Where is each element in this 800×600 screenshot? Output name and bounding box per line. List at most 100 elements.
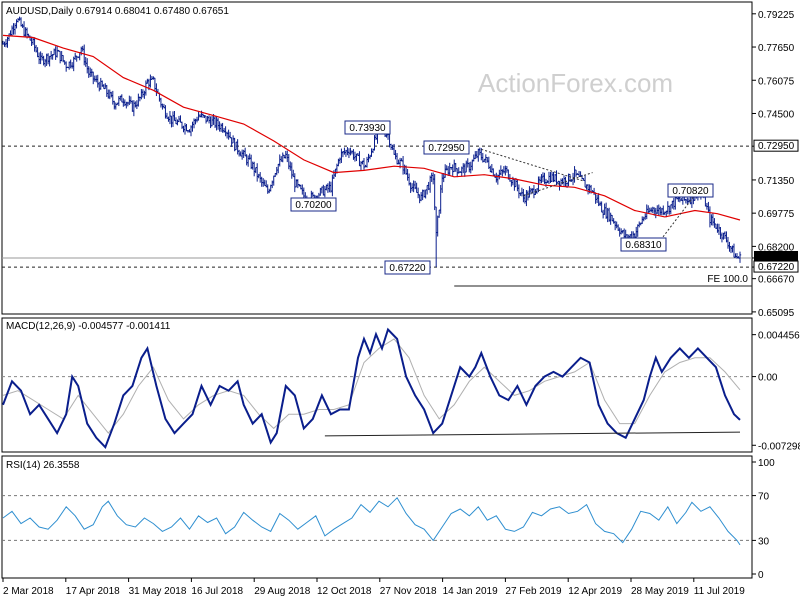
price-bar xyxy=(603,203,606,215)
macd-layer xyxy=(2,327,752,450)
price-bar xyxy=(105,84,108,97)
price-bar xyxy=(707,201,710,213)
macd-panel-frame xyxy=(1,317,753,453)
price-bar xyxy=(462,163,465,174)
price-bar xyxy=(204,115,208,124)
price-bar xyxy=(719,226,722,240)
price-bar xyxy=(12,23,15,35)
level-price-box xyxy=(753,139,799,152)
price-bar xyxy=(240,149,244,160)
price-bar xyxy=(517,184,521,199)
date-tick-label: 17 Apr 2018 xyxy=(66,586,120,597)
price-bar xyxy=(328,181,331,193)
macd-trendline xyxy=(324,431,741,437)
price-bar xyxy=(55,46,59,58)
price-bar xyxy=(343,147,346,155)
price-bar xyxy=(362,157,366,170)
price-tick-label: 0.74500 xyxy=(758,109,795,120)
annotation-label: 0.67220 xyxy=(389,263,426,274)
annotation-label: 0.72950 xyxy=(428,143,465,154)
price-bar xyxy=(406,168,409,181)
price-bar xyxy=(19,17,23,27)
rsi-tick-label: 100 xyxy=(758,458,775,469)
price-bar xyxy=(183,123,187,135)
price-tick-label: 0.79225 xyxy=(758,10,795,21)
price-bar xyxy=(137,93,140,107)
price-bar xyxy=(275,166,278,176)
price-bar xyxy=(540,174,543,184)
price-bar xyxy=(666,201,670,215)
price-bar xyxy=(418,194,421,204)
price-bar xyxy=(320,186,324,194)
price-bar xyxy=(604,202,608,219)
price-bar xyxy=(248,153,251,160)
price-bar xyxy=(99,77,102,90)
price-bar xyxy=(255,163,259,182)
price-bar xyxy=(674,196,677,210)
price-bar xyxy=(236,139,239,155)
channel-line xyxy=(655,190,699,247)
price-bar xyxy=(416,187,420,199)
date-tick-label: 14 Jan 2019 xyxy=(443,586,498,597)
price-bar xyxy=(716,223,719,233)
price-bar xyxy=(155,83,158,97)
price-bar xyxy=(469,161,472,174)
channel-line xyxy=(481,148,584,182)
price-bar xyxy=(520,187,524,197)
price-bar xyxy=(392,143,396,155)
price-bar xyxy=(108,89,111,100)
date-tick-label: 27 Nov 2018 xyxy=(380,586,437,597)
price-bar xyxy=(95,75,98,83)
price-bar xyxy=(134,101,137,108)
price-bar xyxy=(431,172,435,185)
axis-layer: 0.79225 0.77650 0.76075 0.74500 0.72950 0.713… xyxy=(2,10,800,597)
price-bar xyxy=(428,175,432,193)
price-bar xyxy=(64,61,68,72)
price-tick-label: 0.77650 xyxy=(758,43,795,54)
price-bar xyxy=(7,33,11,42)
price-bar xyxy=(346,147,349,156)
price-bar xyxy=(227,129,230,140)
price-bar xyxy=(562,175,566,187)
date-tick-label: 12 Oct 2018 xyxy=(317,586,372,597)
price-bar xyxy=(401,156,405,175)
price-bar xyxy=(179,115,182,123)
price-tick-label: 0.65095 xyxy=(758,308,795,319)
moving-average-line xyxy=(2,34,741,221)
price-bar xyxy=(671,200,674,209)
price-bar xyxy=(738,251,742,263)
price-bar xyxy=(425,184,429,195)
date-tick-label: 11 Jul 2019 xyxy=(694,586,745,597)
price-bar xyxy=(516,179,519,192)
price-bar xyxy=(389,143,393,151)
price-bar xyxy=(440,173,444,193)
price-bar xyxy=(281,152,284,163)
price-bar xyxy=(415,182,418,194)
annotation-box xyxy=(290,197,337,212)
price-bar xyxy=(501,169,504,177)
price-annotation: 0.67220 xyxy=(384,260,431,275)
price-bar xyxy=(277,163,280,174)
price-layer: FE 100.0 0.73930 0.70200 0.72950 0.67220 0.70… xyxy=(1,16,752,287)
price-bar xyxy=(368,154,372,160)
price-bar xyxy=(326,183,330,193)
price-bar xyxy=(711,213,715,226)
price-bar xyxy=(117,96,121,107)
price-bar xyxy=(141,89,145,98)
date-tick-label: 27 Feb 2019 xyxy=(505,586,562,597)
price-bar xyxy=(574,169,578,177)
price-bar xyxy=(69,59,72,69)
price-bar xyxy=(394,149,397,160)
price-panel-frame xyxy=(1,1,753,315)
price-bar xyxy=(292,169,295,178)
price-tick-label: 0.66670 xyxy=(758,275,795,286)
annotation-label: 0.68310 xyxy=(625,240,662,251)
annotation-label: 0.73930 xyxy=(349,123,386,134)
macd-tick-label: 0.004456 xyxy=(758,331,800,342)
price-bar xyxy=(465,160,468,173)
price-bar xyxy=(216,118,220,130)
price-bar xyxy=(477,148,480,162)
price-bar xyxy=(583,175,587,188)
price-bar xyxy=(219,123,223,132)
price-tick-label: 0.69775 xyxy=(758,209,795,220)
